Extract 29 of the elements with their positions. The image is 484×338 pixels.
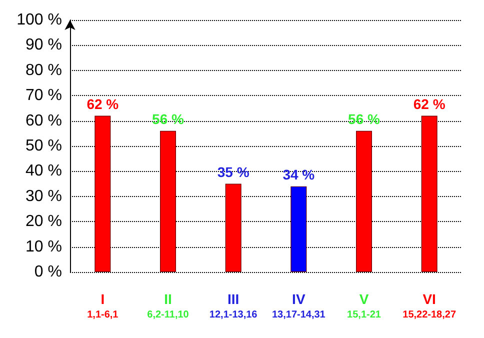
y-tick-label: 50 % <box>26 138 62 154</box>
bar <box>356 130 372 272</box>
bar <box>160 130 176 272</box>
y-tick-label: 80 % <box>26 62 62 79</box>
y-tick-label: 100 % <box>16 12 62 28</box>
data-label: 35 % <box>217 164 250 180</box>
x-tick-label: IV 13,17-14,31 <box>272 291 326 320</box>
x-tick-label: III 12,1-13,16 <box>209 291 258 320</box>
data-label: 62 % <box>413 96 446 112</box>
y-tick-label: 70 % <box>26 87 62 104</box>
bar <box>225 184 242 272</box>
data-label: 56 % <box>152 110 184 127</box>
x-tick-label: I 1,1-6,1 <box>87 291 119 320</box>
x-tick-label: V 15,1-21 <box>347 291 382 320</box>
x-tick-label: II 6,2-11,10 <box>147 291 190 320</box>
y-tick-label: 60 % <box>26 112 62 130</box>
data-label: 34 % <box>282 166 316 182</box>
bar <box>94 116 111 272</box>
bar <box>421 116 438 272</box>
y-tick-label: 10 % <box>26 238 62 256</box>
y-tick-label: 40 % <box>26 162 62 180</box>
y-tick-label: 30 % <box>26 188 62 205</box>
bar <box>290 186 307 272</box>
y-tick-label: 20 % <box>26 213 62 230</box>
y-tick-label: 90 % <box>26 36 62 54</box>
data-label: 56 % <box>348 110 380 127</box>
data-label: 62 % <box>86 96 120 112</box>
y-tick-label: 0 % <box>34 264 62 280</box>
x-tick-label: VI 15,22-18,27 <box>402 291 456 320</box>
